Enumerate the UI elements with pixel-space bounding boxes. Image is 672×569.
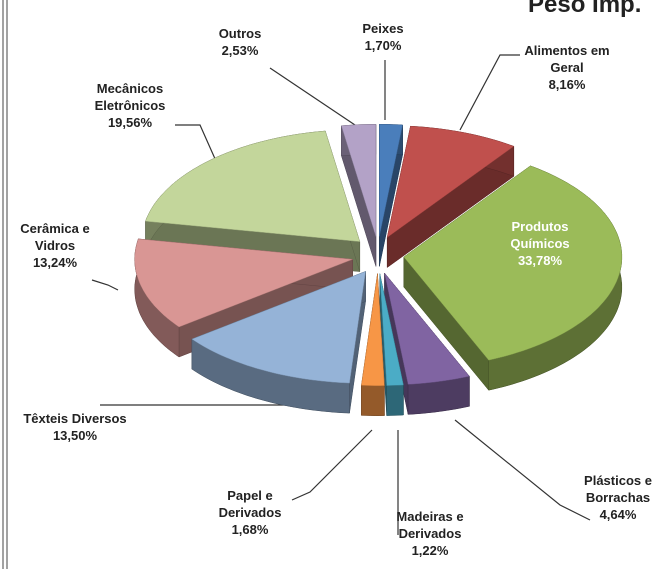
slice-label: Peixes 1,70% <box>348 20 418 54</box>
chart-title: Peso Imp. <box>528 0 641 18</box>
slice-label: Têxteis Diversos 13,50% <box>0 410 150 444</box>
slice-label: Mecânicos Eletrônicos 19,56% <box>80 80 180 131</box>
slice <box>341 124 377 267</box>
slice <box>379 124 403 267</box>
value-label: 8,16% <box>548 77 586 92</box>
value-label: 33,78% <box>517 253 563 268</box>
category-label: Mecânicos Eletrônicos <box>94 81 166 113</box>
slice-label: Plásticos e Borrachas 4,64% <box>568 472 668 523</box>
slice-top <box>145 130 361 242</box>
slice-top <box>379 273 404 386</box>
value-label: 1,70% <box>364 38 402 53</box>
value-label: 1,68% <box>231 522 269 537</box>
slice-label: Madeiras e Derivados 1,22% <box>380 508 480 559</box>
slice-top <box>379 124 403 237</box>
slice <box>384 272 470 415</box>
value-label: 1,22% <box>411 543 449 558</box>
slice <box>191 271 366 414</box>
value-label: 4,64% <box>599 507 637 522</box>
slice-label: Cerâmica e Vidros 13,24% <box>5 220 105 271</box>
slice-top <box>361 273 385 386</box>
slice-top <box>384 272 470 385</box>
slice-label: Outros 2,53% <box>205 25 275 59</box>
value-label: 13,24% <box>32 255 78 270</box>
slice <box>361 273 385 416</box>
slice-top <box>341 124 377 237</box>
slice-top <box>191 271 366 384</box>
category-label: Alimentos em Geral <box>524 43 610 75</box>
category-label: Papel e Derivados <box>218 488 282 520</box>
slice-label: Produtos Químicos 33,78% <box>495 218 585 269</box>
slice-label: Papel e Derivados 1,68% <box>210 487 290 538</box>
slice-label: Alimentos em Geral 8,16% <box>512 42 622 93</box>
slice <box>403 165 623 391</box>
slice-top <box>403 165 623 361</box>
category-label: Produtos Químicos <box>510 219 570 251</box>
slice-top <box>134 238 353 328</box>
category-label: Plásticos e Borrachas <box>584 473 652 505</box>
leader-lines <box>91 54 591 535</box>
slice <box>379 273 404 416</box>
category-label: Têxteis Diversos <box>23 411 127 426</box>
value-label: 13,50% <box>52 428 98 443</box>
slice-top <box>386 125 515 239</box>
slice <box>145 130 361 272</box>
slice-side <box>386 384 404 416</box>
value-label: 2,53% <box>221 43 259 58</box>
category-label: Madeiras e Derivados <box>396 509 464 541</box>
category-label: Cerâmica e Vidros <box>20 221 90 253</box>
category-label: Peixes <box>362 21 404 36</box>
category-label: Outros <box>218 26 262 41</box>
slice <box>386 125 515 268</box>
value-label: 19,56% <box>107 115 153 130</box>
pie <box>134 124 623 416</box>
slice-side <box>361 385 385 416</box>
